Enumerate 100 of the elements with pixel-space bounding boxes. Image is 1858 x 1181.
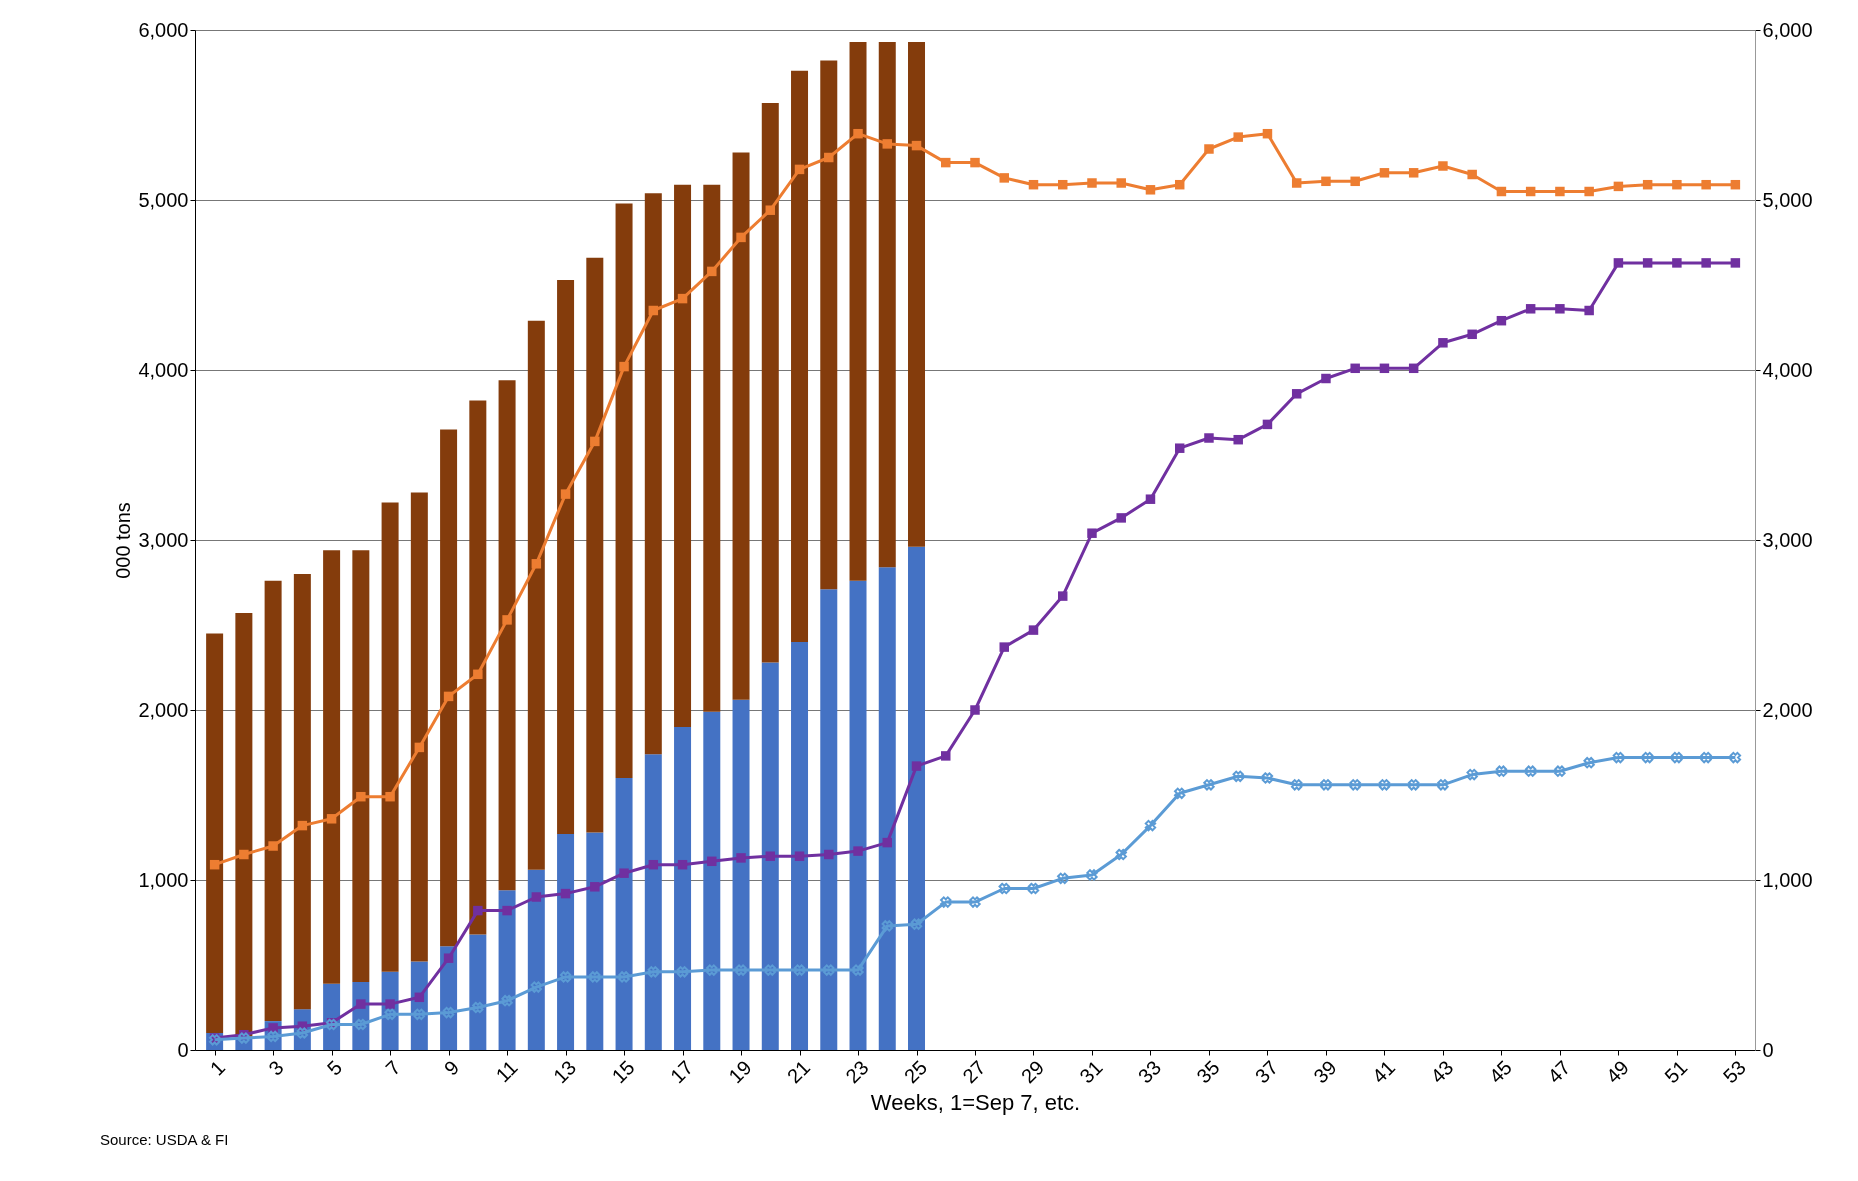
bar bbox=[644, 193, 662, 755]
point bbox=[1612, 751, 1625, 764]
point bbox=[707, 856, 717, 867]
point bbox=[1174, 179, 1185, 190]
bar bbox=[849, 580, 867, 1050]
y2-tick-label: 6,000 bbox=[1762, 18, 1813, 41]
y2-tick-label: 3,000 bbox=[1762, 528, 1813, 551]
point bbox=[736, 853, 746, 863]
point bbox=[502, 615, 512, 625]
x-tick-label: 51 bbox=[1660, 1056, 1692, 1088]
point bbox=[970, 705, 980, 715]
bar bbox=[527, 869, 545, 1050]
point bbox=[823, 964, 835, 976]
point bbox=[676, 966, 689, 978]
point bbox=[560, 888, 571, 899]
x-tick-label: 7 bbox=[381, 1056, 405, 1080]
point bbox=[1232, 770, 1244, 782]
point bbox=[1525, 304, 1536, 314]
point bbox=[1554, 765, 1566, 777]
point bbox=[1408, 363, 1419, 374]
y2-tick-label: 4,000 bbox=[1762, 358, 1813, 381]
bar bbox=[293, 574, 311, 1010]
point bbox=[853, 128, 863, 139]
point bbox=[326, 814, 337, 824]
point bbox=[1496, 315, 1507, 326]
point bbox=[356, 791, 366, 802]
point bbox=[1233, 434, 1243, 445]
point bbox=[941, 751, 951, 761]
point bbox=[443, 691, 454, 702]
point bbox=[1204, 433, 1214, 443]
bar bbox=[527, 320, 545, 870]
point bbox=[1174, 787, 1186, 799]
y-tick-label: 4,000 bbox=[138, 358, 189, 381]
bar bbox=[820, 589, 838, 1050]
point bbox=[882, 837, 893, 848]
x-tick-label: 5 bbox=[322, 1056, 347, 1080]
x-tick-label: 13 bbox=[548, 1056, 581, 1088]
bar bbox=[674, 184, 692, 727]
y-tick-label: 1,000 bbox=[138, 868, 189, 891]
point bbox=[853, 846, 863, 856]
point bbox=[793, 964, 806, 976]
point bbox=[648, 305, 659, 316]
point bbox=[1524, 765, 1537, 777]
x-tick-label: 17 bbox=[665, 1056, 698, 1088]
point bbox=[999, 173, 1009, 183]
point bbox=[1291, 178, 1302, 188]
bar bbox=[791, 642, 809, 1050]
point bbox=[589, 971, 601, 983]
point bbox=[1613, 181, 1624, 192]
point bbox=[385, 791, 395, 802]
y-tick-label: 6,000 bbox=[138, 18, 189, 41]
point bbox=[1701, 179, 1711, 190]
point bbox=[531, 559, 542, 569]
point bbox=[1407, 779, 1420, 791]
point bbox=[443, 953, 454, 963]
bar bbox=[878, 567, 896, 1050]
point bbox=[1583, 757, 1595, 769]
x-tick-label: 31 bbox=[1075, 1056, 1107, 1088]
point bbox=[969, 896, 981, 908]
point bbox=[590, 436, 600, 447]
point bbox=[414, 992, 425, 1003]
bar bbox=[878, 41, 896, 568]
point bbox=[1057, 179, 1068, 190]
point bbox=[794, 851, 805, 861]
y2-tick-label: 1,000 bbox=[1762, 868, 1813, 891]
x-tick-label: 39 bbox=[1309, 1056, 1341, 1088]
bar bbox=[674, 727, 692, 1050]
point bbox=[881, 920, 893, 932]
point bbox=[1262, 128, 1273, 139]
x-tick-label: 21 bbox=[782, 1056, 815, 1088]
point bbox=[852, 964, 864, 976]
point bbox=[1087, 528, 1097, 538]
point bbox=[911, 761, 922, 771]
point bbox=[1115, 848, 1127, 861]
bar bbox=[791, 70, 809, 642]
bar bbox=[557, 279, 575, 835]
point bbox=[1203, 779, 1215, 791]
bar bbox=[908, 41, 926, 547]
point bbox=[1145, 494, 1156, 504]
bar bbox=[703, 711, 721, 1050]
point bbox=[1320, 779, 1332, 791]
x-tick-label: 43 bbox=[1426, 1056, 1458, 1088]
bar bbox=[644, 754, 662, 1050]
bar bbox=[849, 41, 867, 581]
bar bbox=[586, 257, 604, 833]
bar bbox=[732, 699, 750, 1050]
point bbox=[590, 882, 600, 892]
point bbox=[1261, 772, 1274, 784]
point bbox=[677, 293, 688, 304]
point bbox=[1321, 373, 1331, 384]
point bbox=[209, 859, 220, 870]
point bbox=[736, 232, 746, 243]
point bbox=[1057, 591, 1068, 601]
point bbox=[1291, 779, 1303, 791]
point bbox=[1584, 186, 1594, 197]
point bbox=[384, 1008, 396, 1020]
x-tick-label: 45 bbox=[1484, 1056, 1517, 1088]
bar bbox=[615, 203, 633, 778]
point bbox=[1204, 144, 1214, 154]
bar bbox=[469, 934, 487, 1050]
